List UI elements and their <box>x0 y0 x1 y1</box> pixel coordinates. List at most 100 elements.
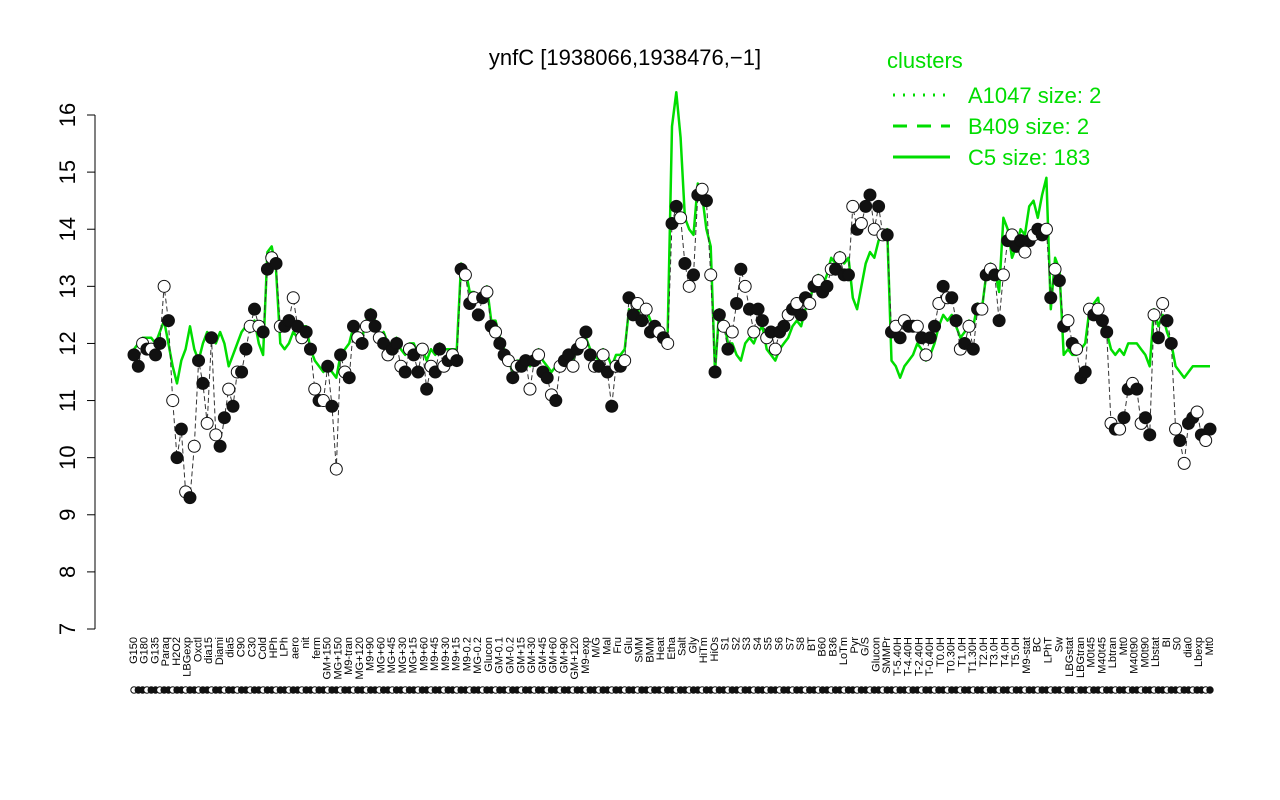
x-tick-label: Glucon <box>483 637 495 672</box>
data-point <box>217 411 231 425</box>
x-tick-label: Etha <box>666 636 678 660</box>
data-point <box>226 399 240 413</box>
data-point <box>1151 331 1165 345</box>
data-point <box>187 439 201 453</box>
data-point <box>751 302 765 316</box>
data-point <box>1177 456 1191 470</box>
x-tick-label: Heat <box>655 637 667 660</box>
x-tick-label: G135 <box>149 637 161 664</box>
data-point <box>794 308 808 322</box>
data-point <box>1091 302 1105 316</box>
y-tick-label: 10 <box>55 445 80 469</box>
y-tick-label: 16 <box>55 103 80 127</box>
x-tick-label: Glucon <box>870 637 882 672</box>
x-tick-label: M0t45 <box>1086 637 1098 668</box>
y-tick-label: 14 <box>55 217 80 241</box>
data-point <box>575 336 589 350</box>
cluster-line-c5 <box>132 90 1210 385</box>
x-tick-label: Mt0 <box>1118 637 1130 655</box>
data-point <box>945 291 959 305</box>
data-point <box>712 308 726 322</box>
x-tick-label: ferm <box>311 637 323 659</box>
data-point <box>364 308 378 322</box>
x-tick-label: C30 <box>246 637 258 657</box>
x-tick-label: G150 <box>128 637 140 664</box>
x-tick-label: HiTm <box>698 637 710 663</box>
data-point <box>480 285 494 299</box>
y-axis: 7 8 9 10 11 12 13 14 15 16 <box>55 103 96 635</box>
x-tick-label: MG+60 <box>375 637 387 673</box>
data-point <box>256 325 270 339</box>
x-tick-label: H2O2 <box>171 637 183 666</box>
data-point <box>1130 382 1144 396</box>
x-tick-label: BMM <box>644 637 656 663</box>
data-point <box>936 279 950 293</box>
data-point <box>992 314 1006 328</box>
data-point <box>682 279 696 293</box>
x-tick-label: M9+90 <box>365 637 377 671</box>
x-tick-label: S4 <box>752 637 764 650</box>
data-point <box>859 199 873 213</box>
x-tick-label: M/G <box>591 637 603 658</box>
data-point <box>699 194 713 208</box>
x-tick-label: GM+60 <box>548 637 560 673</box>
data-point <box>725 325 739 339</box>
x-tick-label: Mal <box>601 637 613 655</box>
data-point <box>196 376 210 390</box>
data-point <box>1052 274 1066 288</box>
data-point <box>157 279 171 293</box>
data-point <box>1143 428 1157 442</box>
x-tick-label: S3 <box>741 637 753 650</box>
data-point <box>833 251 847 265</box>
data-point <box>1018 245 1032 259</box>
data-point <box>1070 342 1084 356</box>
x-tick-label: M9-exp <box>580 637 592 674</box>
data-point <box>540 371 554 385</box>
x-tick-label: GM-0.2 <box>505 637 517 674</box>
data-point <box>1044 291 1058 305</box>
x-tick-label: MG+150 <box>332 637 344 680</box>
x-tick-label: Paraq <box>160 637 172 666</box>
data-point <box>342 371 356 385</box>
x-tick-label: G180 <box>139 637 151 664</box>
x-tick-label: Fru <box>612 637 624 654</box>
data-point <box>415 342 429 356</box>
data-point <box>433 342 447 356</box>
x-tick-label: M9+45 <box>429 637 441 671</box>
x-tick-label: S7 <box>784 637 796 650</box>
x-tick-label: GM+120 <box>569 637 581 680</box>
x-tick-label: GM+15 <box>515 637 527 673</box>
rug-marker <box>1206 686 1214 694</box>
data-point <box>893 331 907 345</box>
x-tick-label: T-0.40H <box>924 637 936 676</box>
data-point <box>183 491 197 505</box>
x-tick-label: MG+120 <box>354 637 366 680</box>
x-rug-markers <box>130 686 1214 694</box>
x-tick-label: SMM <box>634 637 646 663</box>
x-tick-label: T5.0H <box>1010 637 1022 667</box>
data-point <box>471 308 485 322</box>
data-point <box>549 394 563 408</box>
x-tick-label: M9-0.2 <box>461 637 473 671</box>
data-point <box>1164 336 1178 350</box>
legend-entry-label: B409 size: 2 <box>968 114 1089 139</box>
data-point <box>235 365 249 379</box>
data-point <box>1199 434 1213 448</box>
x-tick-label: Oxctl <box>192 637 204 662</box>
data-point <box>347 319 361 333</box>
data-point <box>493 336 507 350</box>
data-point <box>928 319 942 333</box>
data-point <box>450 354 464 368</box>
data-point <box>1190 405 1204 419</box>
y-tick-label: 15 <box>55 160 80 184</box>
x-tick-label: Cold <box>257 637 269 660</box>
data-point <box>308 382 322 396</box>
data-point <box>596 348 610 362</box>
x-tick-label: BC <box>1032 637 1044 652</box>
x-tick-label: GM+90 <box>558 637 570 673</box>
data-point <box>923 331 937 345</box>
data-point <box>661 336 675 350</box>
x-tick-label: Diami <box>214 637 226 665</box>
x-tick-label: M0t90 <box>1139 637 1151 668</box>
y-tick-label: 9 <box>55 509 80 521</box>
